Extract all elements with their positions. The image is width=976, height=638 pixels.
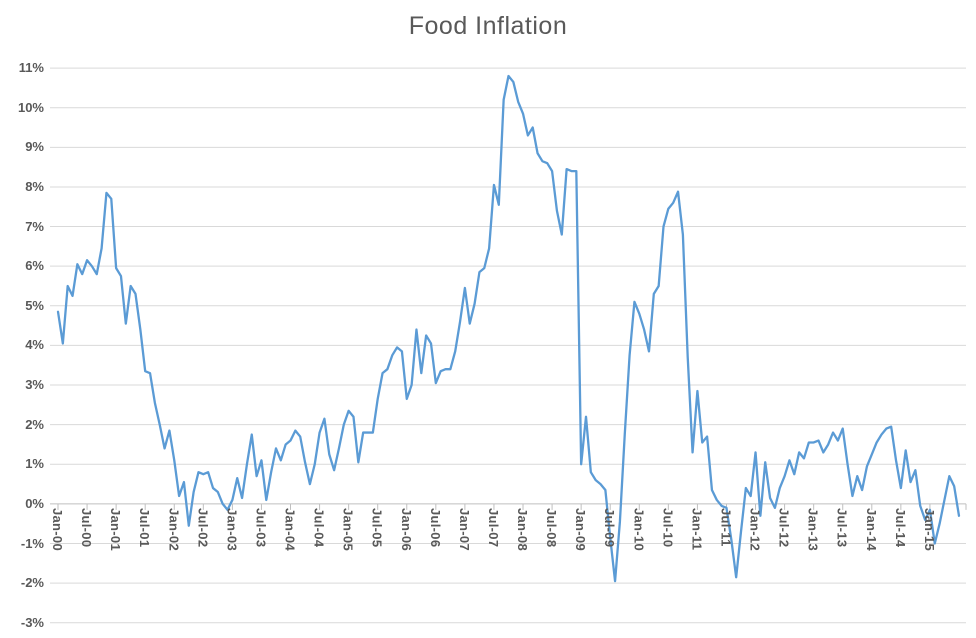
y-tick-label: 4% (25, 337, 44, 353)
x-tick-label: Jul-00 (79, 508, 95, 548)
x-tick-label: Jan-00 (50, 508, 65, 551)
x-tick-label: Jan-11 (689, 508, 705, 551)
x-tick-label: Jan-14 (863, 508, 879, 551)
x-tick-label: Jul-12 (776, 508, 792, 548)
y-tick-label: -3% (20, 614, 44, 630)
x-tick-label: Jul-01 (137, 508, 153, 548)
x-tick-label: Jan-15 (921, 508, 937, 551)
y-tick-label: 1% (25, 456, 44, 472)
y-tick-label: -2% (20, 575, 44, 591)
x-tick-label: Jan-08 (515, 508, 531, 551)
x-tick-label: Jul-02 (195, 508, 211, 548)
x-tick-label: Jan-03 (224, 508, 240, 551)
y-tick-label: 8% (25, 178, 44, 194)
y-tick-label: 11% (18, 60, 44, 76)
y-tick-label: -1% (20, 535, 44, 551)
x-tick-label: Jan-12 (747, 508, 763, 551)
y-tick-label: 2% (25, 416, 44, 432)
x-tick-label: Jan-09 (573, 508, 589, 551)
chart-title: Food Inflation (408, 12, 568, 40)
x-tick-label: Jan-01 (108, 508, 124, 551)
x-tick-label: Jan-06 (398, 508, 414, 551)
x-tick-label: Jan-02 (166, 508, 182, 551)
x-tick-label: Jan-05 (340, 508, 356, 551)
y-tick-label: 0% (25, 495, 44, 511)
x-tick-label: Jan-10 (631, 508, 647, 551)
x-tick-label: Jul-04 (311, 508, 327, 548)
y-tick-label: 9% (25, 139, 44, 155)
x-tick-label: Jul-13 (834, 508, 850, 548)
food-inflation-line (56, 74, 961, 583)
y-tick-label: 6% (25, 258, 44, 274)
y-tick-label: 7% (25, 218, 44, 234)
x-tick-label: Jan-07 (456, 508, 472, 551)
x-tick-label: Jul-14 (892, 508, 908, 548)
x-tick-label: Jul-08 (544, 508, 560, 548)
x-tick-label: Jul-07 (485, 508, 501, 548)
y-tick-label: 10% (17, 99, 44, 115)
y-tick-label: 3% (25, 377, 44, 393)
x-tick-label: Jan-04 (282, 508, 298, 551)
x-tick-label: Jul-09 (602, 508, 618, 548)
x-tick-label: Jul-06 (427, 508, 443, 548)
x-tick-label: Jul-10 (660, 508, 676, 548)
x-tick-label: Jan-13 (805, 508, 821, 551)
x-tick-label: Jul-11 (718, 508, 734, 547)
y-tick-label: 5% (25, 297, 44, 313)
x-tick-label: Jul-05 (369, 508, 385, 548)
x-tick-label: Jul-03 (253, 508, 269, 548)
